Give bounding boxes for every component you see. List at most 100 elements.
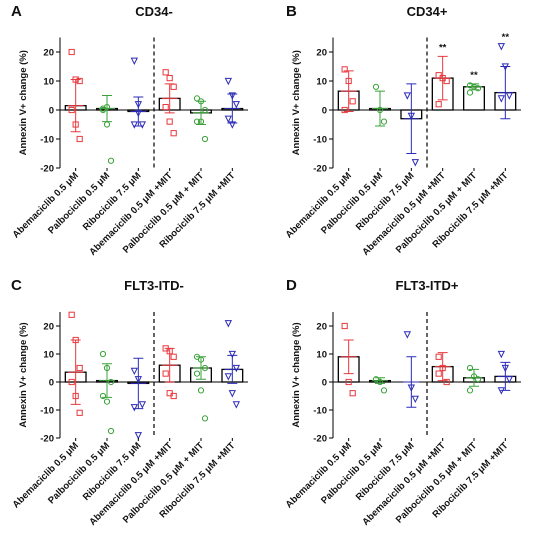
point: [166, 75, 173, 82]
error-bar: [403, 356, 420, 408]
point: [197, 387, 205, 394]
error-bar: [434, 352, 451, 382]
point: [162, 370, 169, 377]
point: [474, 376, 482, 383]
chart-title: CD34-: [135, 4, 173, 19]
chart-title: FLT3-ITD-: [124, 278, 184, 293]
point: [193, 370, 201, 377]
panel-label: C: [11, 277, 22, 294]
y-tick-label: 0: [49, 106, 54, 117]
x-tick-label: Ribociclib 7.5 μM: [354, 440, 417, 503]
y-tick-label: -20: [313, 434, 327, 445]
y-tick-label: -10: [313, 406, 327, 417]
y-axis-label: Annexin V+ change (%): [18, 50, 29, 155]
point: [439, 364, 446, 372]
point: [130, 404, 139, 412]
point: [134, 109, 143, 118]
y-axis-label: Annexin V+ change (%): [291, 322, 302, 427]
point: [99, 392, 107, 400]
point: [403, 331, 412, 339]
point: [341, 106, 348, 114]
x-tick-label: Ribociclib 7.5 μM: [81, 440, 144, 503]
point: [435, 101, 442, 108]
y-tick-label: 10: [316, 77, 327, 88]
point: [497, 43, 506, 51]
point: [497, 95, 506, 103]
point: [232, 401, 241, 409]
point: [103, 121, 111, 128]
point: [345, 77, 352, 85]
point: [345, 378, 352, 386]
point: [162, 104, 169, 111]
y-tick-label: -10: [40, 406, 54, 417]
point: [443, 378, 450, 386]
point: [411, 395, 420, 404]
point: [435, 353, 442, 360]
point: [170, 83, 177, 90]
point: [380, 387, 388, 394]
x-tick-label: Ribociclib 7.5 μM: [354, 170, 417, 233]
error-bar: [130, 96, 147, 127]
point: [466, 82, 474, 89]
panel-label: A: [11, 3, 22, 20]
error-bar: [161, 83, 178, 114]
y-tick-label: 20: [43, 48, 54, 59]
point: [372, 376, 380, 383]
point: [72, 76, 79, 83]
point: [376, 106, 384, 114]
point: [72, 392, 79, 400]
point: [103, 104, 111, 111]
point: [201, 106, 209, 114]
point: [72, 336, 79, 344]
point: [505, 92, 514, 100]
point: [349, 390, 356, 397]
y-tick-label: 0: [322, 378, 327, 389]
point: [232, 101, 241, 109]
error-bar: [67, 79, 84, 133]
point: [134, 432, 143, 440]
point: [232, 364, 241, 373]
point: [497, 387, 506, 395]
point: [99, 105, 107, 112]
point: [341, 322, 348, 330]
y-tick-label: -10: [40, 135, 54, 146]
error-bar: [497, 361, 514, 391]
point: [224, 320, 233, 328]
point: [138, 121, 147, 129]
point: [228, 390, 237, 398]
point: [107, 427, 115, 435]
point: [376, 378, 384, 386]
significance: **: [502, 32, 510, 43]
point: [224, 373, 233, 381]
point: [228, 350, 237, 359]
significance: **: [470, 70, 478, 81]
point: [76, 77, 83, 85]
point: [407, 384, 416, 392]
point: [474, 85, 482, 92]
y-tick-label: 20: [43, 322, 54, 333]
point: [403, 92, 412, 100]
point: [170, 392, 177, 400]
panel-label: D: [286, 277, 297, 294]
error-bar: [224, 93, 241, 124]
significance: **: [439, 42, 447, 53]
point: [130, 367, 139, 376]
point: [170, 130, 177, 137]
y-axis-label: Annexin V+ change (%): [291, 50, 302, 155]
point: [197, 98, 205, 105]
point: [193, 353, 201, 360]
point: [76, 364, 83, 372]
point: [224, 77, 233, 86]
point: [76, 409, 83, 416]
point: [68, 106, 75, 114]
point: [501, 364, 510, 373]
point: [166, 348, 173, 355]
error-bar: [340, 339, 357, 375]
point: [107, 157, 115, 164]
error-bar: [372, 377, 388, 384]
error-bar: [434, 55, 451, 101]
error-bar: [99, 363, 115, 398]
point: [201, 364, 209, 372]
point: [193, 118, 201, 125]
